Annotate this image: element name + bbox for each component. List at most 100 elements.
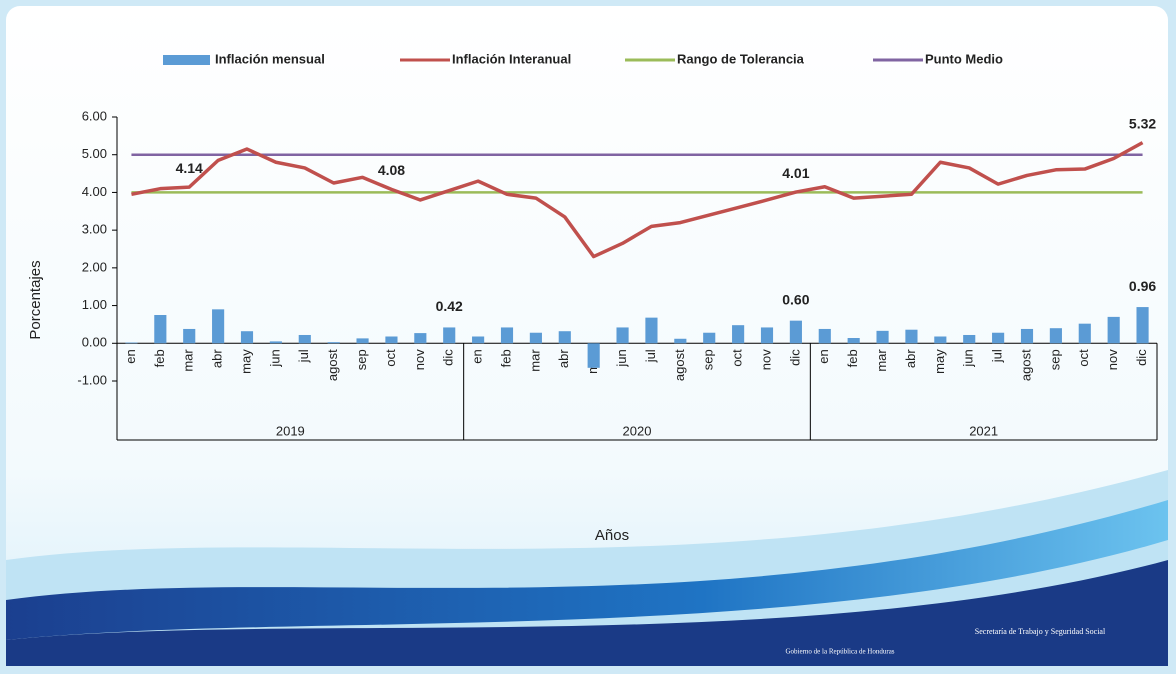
x-tick-label: jul bbox=[296, 349, 311, 363]
bar bbox=[183, 328, 196, 344]
bar bbox=[616, 327, 629, 344]
x-tick-label: oct bbox=[730, 349, 745, 367]
y-tick-label: -1.00 bbox=[77, 372, 107, 387]
bar bbox=[992, 332, 1005, 344]
bar bbox=[934, 336, 947, 344]
bar bbox=[356, 338, 369, 344]
x-tick-label: may bbox=[932, 349, 947, 374]
bar bbox=[1107, 316, 1120, 344]
x-tick-label: agost bbox=[1018, 349, 1033, 381]
x-tick-label: jun bbox=[614, 349, 629, 367]
x-axis-title: Años bbox=[595, 527, 629, 544]
year-label: 2020 bbox=[623, 423, 652, 438]
bar bbox=[818, 328, 831, 344]
bar bbox=[847, 338, 860, 344]
bar bbox=[674, 338, 687, 344]
x-tick-label: mar bbox=[181, 349, 196, 372]
footer-logo-text: Gobierno de la República de Honduras bbox=[785, 648, 894, 656]
y-tick-label: 5.00 bbox=[82, 146, 107, 161]
bar bbox=[1136, 307, 1149, 344]
swoosh bbox=[6, 560, 1168, 666]
bar bbox=[732, 325, 745, 344]
x-tick-label: mar bbox=[874, 349, 889, 372]
bar bbox=[240, 331, 254, 344]
data-label: 5.32 bbox=[1129, 115, 1156, 131]
bar bbox=[760, 327, 774, 344]
x-tick-label: feb bbox=[498, 349, 513, 367]
bar bbox=[414, 333, 427, 344]
y-tick-label: 4.00 bbox=[82, 184, 107, 199]
x-tick-label: jun bbox=[267, 349, 282, 367]
y-tick-label: 6.00 bbox=[82, 108, 107, 123]
data-label: 4.14 bbox=[176, 160, 203, 176]
data-label: 0.96 bbox=[1129, 278, 1156, 294]
bar bbox=[529, 332, 542, 344]
bar bbox=[703, 332, 716, 344]
bar bbox=[587, 343, 600, 368]
x-tick-label: dic bbox=[787, 349, 802, 366]
bar bbox=[1078, 323, 1091, 344]
swoosh bbox=[6, 500, 1168, 640]
bar bbox=[558, 331, 571, 344]
legend-label: Inflación mensual bbox=[215, 51, 325, 66]
legend-swatch bbox=[163, 55, 210, 65]
bar bbox=[645, 317, 658, 344]
y-tick-label: 1.00 bbox=[82, 297, 107, 312]
bar bbox=[1049, 328, 1062, 344]
y-tick-label: 0.00 bbox=[82, 335, 107, 350]
x-tick-label: en bbox=[816, 349, 831, 363]
y-tick-label: 3.00 bbox=[82, 222, 107, 237]
data-label: 4.08 bbox=[378, 162, 405, 178]
bar bbox=[298, 334, 311, 344]
x-tick-label: jul bbox=[643, 349, 658, 363]
x-tick-label: jul bbox=[990, 349, 1005, 363]
bar bbox=[327, 342, 340, 344]
x-tick-label: nov bbox=[758, 349, 773, 370]
x-tick-label: abr bbox=[556, 349, 571, 368]
x-tick-label: jun bbox=[961, 349, 976, 367]
x-tick-label: en bbox=[123, 349, 138, 363]
x-tick-label: nov bbox=[1105, 349, 1120, 370]
bar bbox=[443, 327, 456, 344]
bar bbox=[876, 330, 889, 344]
bar bbox=[905, 329, 918, 344]
bar bbox=[125, 342, 138, 344]
data-label: 0.42 bbox=[436, 298, 463, 314]
x-tick-label: oct bbox=[383, 349, 398, 367]
legend-label: Inflación Interanual bbox=[452, 51, 571, 66]
data-label: 0.60 bbox=[782, 291, 809, 307]
x-tick-label: abr bbox=[210, 349, 225, 368]
x-tick-label: feb bbox=[845, 349, 860, 367]
x-tick-label: dic bbox=[441, 349, 456, 366]
x-tick-label: abr bbox=[903, 349, 918, 368]
footer-logo-text: Secretaría de Trabajo y Seguridad Social bbox=[975, 627, 1106, 636]
bar bbox=[963, 334, 976, 344]
data-label: 4.01 bbox=[782, 165, 809, 181]
x-tick-label: feb bbox=[152, 349, 167, 367]
year-label: 2019 bbox=[276, 423, 305, 438]
bar bbox=[500, 327, 514, 344]
x-tick-label: sep bbox=[701, 349, 716, 370]
panel bbox=[6, 6, 1168, 666]
bar bbox=[472, 336, 485, 344]
bar bbox=[385, 336, 398, 344]
x-tick-label: agost bbox=[325, 349, 340, 381]
x-tick-label: may bbox=[238, 349, 253, 374]
bar bbox=[789, 320, 802, 344]
legend-label: Punto Medio bbox=[925, 51, 1003, 66]
y-tick-label: 2.00 bbox=[82, 259, 107, 274]
legend-label: Rango de Tolerancia bbox=[677, 51, 805, 66]
bar bbox=[1020, 328, 1034, 344]
x-tick-label: agost bbox=[672, 349, 687, 381]
x-tick-label: nov bbox=[412, 349, 427, 370]
bar bbox=[269, 341, 282, 344]
year-label: 2021 bbox=[969, 423, 998, 438]
bar bbox=[212, 309, 225, 344]
x-tick-label: en bbox=[470, 349, 485, 363]
x-tick-label: sep bbox=[1047, 349, 1062, 370]
x-tick-label: oct bbox=[1076, 349, 1091, 367]
x-tick-label: sep bbox=[354, 349, 369, 370]
y-axis-title: Porcentajes bbox=[27, 260, 44, 339]
